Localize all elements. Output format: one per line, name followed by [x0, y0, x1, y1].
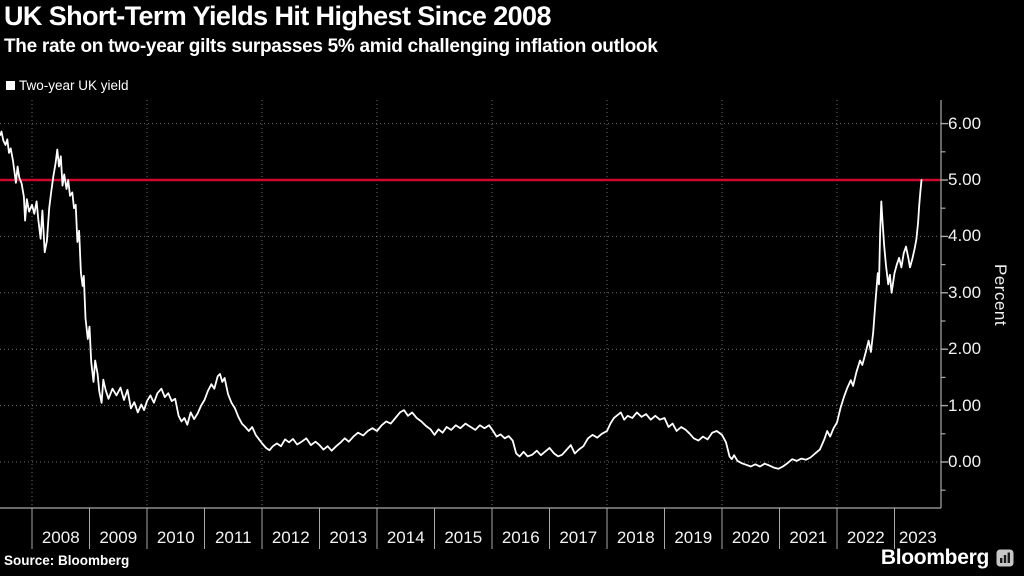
legend-series-marker-icon [6, 81, 15, 90]
chart-title: UK Short-Term Yields Hit Highest Since 2… [4, 1, 551, 31]
x-axis-label-2008: 2008 [41, 528, 80, 547]
x-axis-label-2019: 2019 [674, 528, 713, 547]
legend-series-label: Two-year UK yield [19, 78, 129, 93]
x-axis-label-2021: 2021 [789, 528, 828, 547]
x-axis-label-2022: 2022 [846, 528, 885, 547]
x-axis-label-2010: 2010 [156, 528, 195, 547]
y-axis-label-6.00: 6.00 [948, 113, 982, 133]
bloomberg-branding: Bloomberg [881, 546, 1014, 570]
chart-subtitle: The rate on two-year gilts surpasses 5% … [4, 36, 658, 57]
y-axis-label-3.00: 3.00 [948, 282, 982, 302]
x-axis-label-2017: 2017 [559, 528, 598, 547]
x-axis-label-2009: 2009 [99, 528, 138, 547]
x-axis-label-2013: 2013 [329, 528, 368, 547]
legend: Two-year UK yield [6, 78, 129, 93]
x-axis-label-2018: 2018 [616, 528, 655, 547]
bloomberg-bar-chart-icon [996, 549, 1014, 567]
bloomberg-wordmark: Bloomberg [880, 546, 989, 569]
x-axis-label-2012: 2012 [271, 528, 310, 547]
y-axis-label-0.00: 0.00 [948, 452, 982, 471]
y-axis-label-1.00: 1.00 [948, 395, 982, 415]
x-axis-label-2020: 2020 [731, 528, 770, 547]
yield-series-line [0, 130, 923, 470]
y-axis-label-4.00: 4.00 [948, 226, 982, 246]
y-axis-label-2.00: 2.00 [948, 339, 982, 359]
x-axis-label-2011: 2011 [214, 528, 252, 547]
y-axis-label-5.00: 5.00 [948, 170, 982, 189]
x-axis-label-2015: 2015 [444, 528, 483, 547]
x-axis-label-2023: 2023 [898, 528, 937, 547]
x-axis-label-2014: 2014 [386, 528, 425, 547]
x-axis-label-2016: 2016 [501, 528, 540, 547]
source-label: Source: Bloomberg [4, 553, 130, 568]
y-axis-title: Percent [991, 264, 1010, 327]
